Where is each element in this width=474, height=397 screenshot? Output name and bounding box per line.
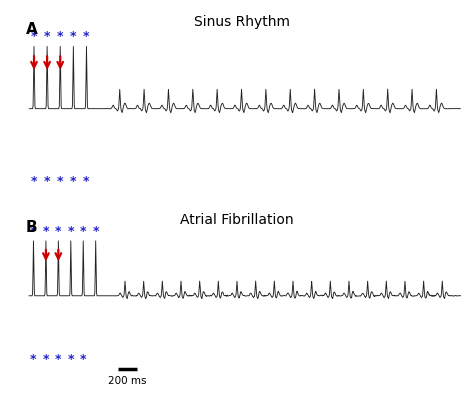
Text: *: * <box>30 353 36 366</box>
Text: 200 ms: 200 ms <box>108 376 146 386</box>
Text: *: * <box>68 353 74 366</box>
Text: *: * <box>44 175 50 188</box>
Text: *: * <box>31 30 37 42</box>
Text: B: B <box>26 220 37 235</box>
Text: *: * <box>68 225 74 238</box>
Text: *: * <box>43 225 49 238</box>
Text: *: * <box>44 30 50 42</box>
Text: *: * <box>57 30 64 42</box>
Text: Atrial Fibrillation: Atrial Fibrillation <box>180 214 293 227</box>
Text: *: * <box>43 353 49 366</box>
Text: *: * <box>92 225 99 238</box>
Text: *: * <box>70 175 77 188</box>
Text: *: * <box>30 225 36 238</box>
Text: *: * <box>70 30 77 42</box>
Text: Sinus Rhythm: Sinus Rhythm <box>194 15 290 29</box>
Text: *: * <box>83 175 90 188</box>
Text: *: * <box>83 30 90 42</box>
Text: *: * <box>80 353 86 366</box>
Text: A: A <box>26 22 37 37</box>
Text: *: * <box>31 175 37 188</box>
Text: *: * <box>55 225 62 238</box>
Text: *: * <box>55 353 62 366</box>
Text: *: * <box>80 225 86 238</box>
Text: *: * <box>57 175 64 188</box>
